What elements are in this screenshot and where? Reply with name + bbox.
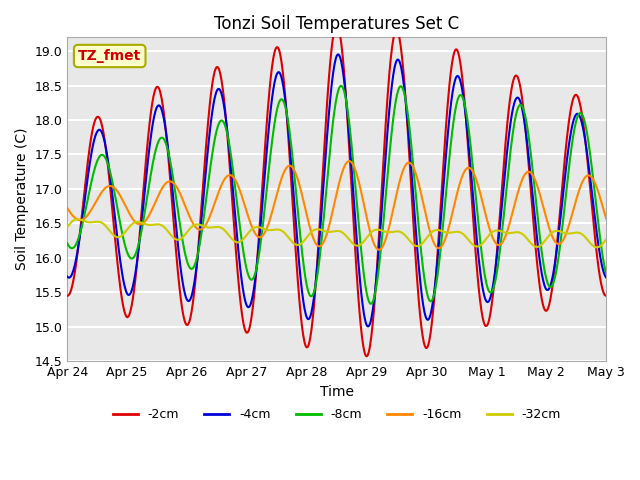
Y-axis label: Soil Temperature (C): Soil Temperature (C): [15, 128, 29, 271]
X-axis label: Time: Time: [320, 384, 354, 398]
Legend: -2cm, -4cm, -8cm, -16cm, -32cm: -2cm, -4cm, -8cm, -16cm, -32cm: [108, 403, 566, 426]
Text: TZ_fmet: TZ_fmet: [78, 49, 141, 63]
Title: Tonzi Soil Temperatures Set C: Tonzi Soil Temperatures Set C: [214, 15, 460, 33]
